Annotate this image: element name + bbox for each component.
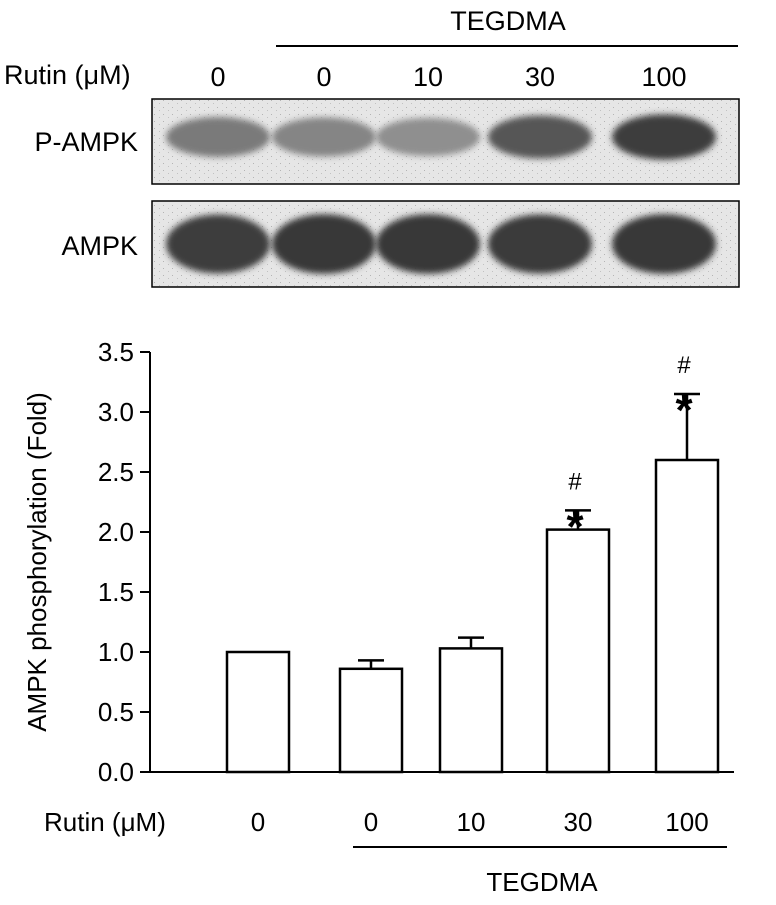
y-tick-label: 1.5 [98, 577, 134, 607]
bar [654, 458, 720, 774]
blot-band [272, 117, 376, 157]
y-tick-label: 2.0 [98, 517, 134, 547]
x-category-labels: 0 0 10 30 100 [251, 807, 709, 837]
x-axis-label: Rutin (μM) [44, 807, 166, 837]
y-tick-label: 0.0 [98, 757, 134, 787]
significance-star: * [566, 502, 584, 551]
group-label: TEGDMA [486, 867, 598, 897]
bar [545, 528, 611, 774]
x-category-label: 10 [457, 807, 486, 837]
blot-bands-p-ampk [166, 114, 716, 160]
blot-band [612, 214, 716, 274]
blot-dose-values: 0 0 10 30 100 [210, 62, 686, 92]
significance-hash: # [568, 468, 582, 495]
blot-dose-value: 0 [316, 62, 331, 92]
error-bars [358, 392, 700, 669]
blot-dose-label: Rutin (μM) [4, 60, 131, 90]
blot-bands-ampk [166, 214, 716, 274]
blot-band [376, 117, 480, 157]
y-axis-label: AMPK phosphorylation (Fold) [22, 392, 52, 732]
blot-row-label-ampk: AMPK [61, 231, 138, 261]
blot-dose-value: 30 [525, 62, 555, 92]
western-blot-panel: TEGDMA Rutin (μM) 0 0 10 30 100 P-AMPK AMPK [4, 6, 740, 288]
bars [225, 458, 720, 774]
x-category-label: 30 [564, 807, 593, 837]
y-tick-label: 0.5 [98, 697, 134, 727]
blot-dose-value: 100 [641, 62, 686, 92]
x-category-label: 100 [665, 807, 708, 837]
blot-band [376, 214, 480, 274]
bar-chart: AMPK phosphorylation (Fold) 0.0 0.5 1.0 1.5… [22, 337, 734, 897]
x-category-label: 0 [364, 807, 378, 837]
blot-band [166, 214, 270, 274]
x-category-label: 0 [251, 807, 265, 837]
y-tick-label: 1.0 [98, 637, 134, 667]
blot-dose-value: 0 [210, 62, 225, 92]
blot-band [488, 115, 592, 159]
significance-hash: # [677, 352, 691, 379]
blot-band [166, 117, 270, 157]
blot-row-label-p-ampk: P-AMPK [34, 127, 138, 157]
y-axis-ticks: 0.0 0.5 1.0 1.5 2.0 2.5 3.0 3.5 [98, 337, 150, 787]
blot-dose-value: 10 [413, 62, 443, 92]
blot-band [488, 214, 592, 274]
bar [338, 667, 404, 774]
significance-marks: # * # * [566, 352, 693, 551]
bar [225, 650, 291, 774]
y-tick-label: 3.5 [98, 337, 134, 367]
blot-band [272, 214, 376, 274]
blot-band [612, 114, 716, 160]
significance-star: * [675, 386, 693, 435]
blot-treatment-label: TEGDMA [450, 6, 566, 36]
y-tick-label: 3.0 [98, 397, 134, 427]
bar [438, 647, 504, 774]
y-tick-label: 2.5 [98, 457, 134, 487]
